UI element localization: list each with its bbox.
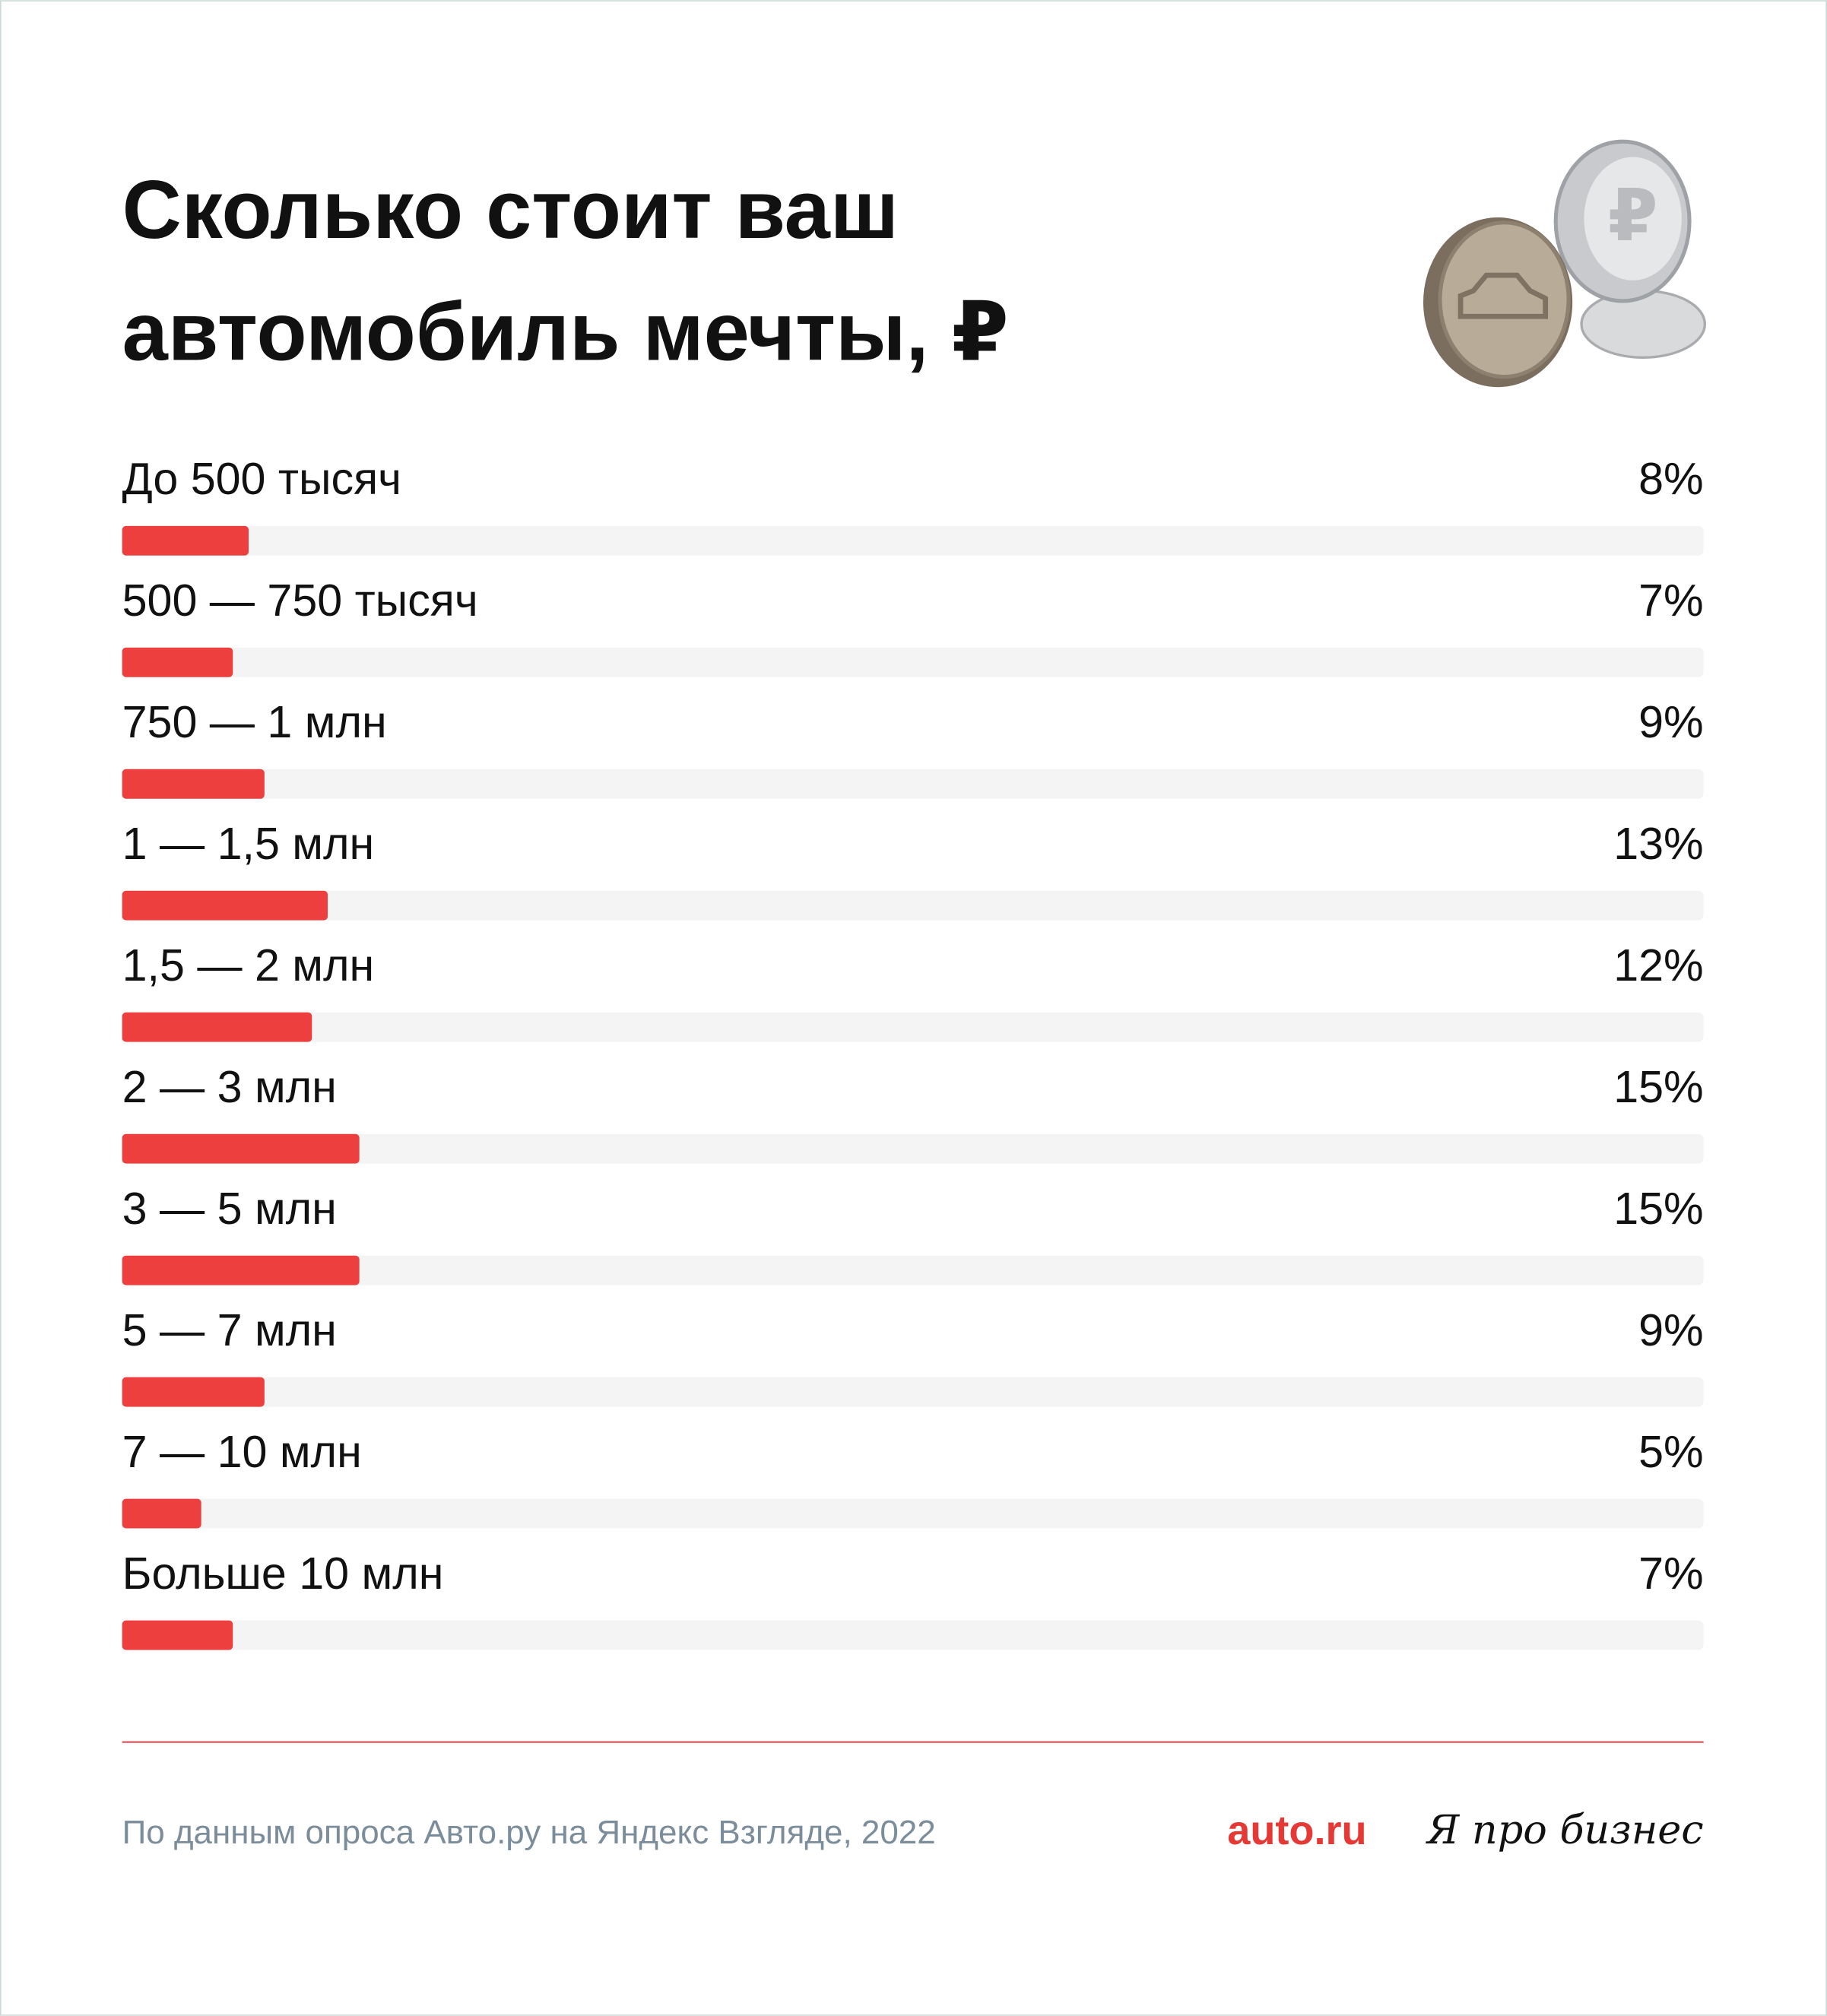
bar-track (122, 769, 1704, 799)
bar-track (122, 1498, 1704, 1529)
bar-track (122, 1377, 1704, 1407)
pro-business-logo: Я про бизнес (1426, 1807, 1704, 1853)
value-label: 7% (1638, 575, 1704, 626)
bar-track (122, 1133, 1704, 1164)
source-note: По данным опроса Авто.ру на Яндекс Взгля… (122, 1814, 936, 1851)
chart-title: автомобиль мечты, ₽ (122, 286, 1009, 378)
value-label: 15% (1613, 1061, 1703, 1112)
bar-track (122, 890, 1704, 921)
category-label: Больше 10 млн (122, 1548, 444, 1599)
category-label: 3 — 5 млн (122, 1183, 337, 1234)
category-label: 1,5 — 2 млн (122, 940, 375, 991)
value-label: 5% (1638, 1426, 1704, 1477)
coin-symbol: ₽ (1608, 176, 1658, 256)
value-label: 12% (1613, 940, 1703, 991)
category-label: 7 — 10 млн (122, 1426, 362, 1477)
chart-title: Сколько стоит ваш (122, 163, 899, 255)
coins-illustration: ₽ (1423, 139, 1707, 388)
bar (122, 1133, 360, 1164)
bar-track (122, 1012, 1704, 1042)
bar-track (122, 525, 1704, 556)
value-label: 9% (1638, 1304, 1704, 1355)
value-label: 9% (1638, 696, 1704, 747)
bar (122, 525, 249, 556)
category-label: 1 — 1,5 млн (122, 818, 375, 869)
value-label: 8% (1638, 453, 1704, 504)
bar-track (122, 1620, 1704, 1650)
value-label: 13% (1613, 818, 1703, 869)
category-label: До 500 тысяч (122, 453, 401, 504)
value-label: 15% (1613, 1183, 1703, 1234)
auto-ru-logo: auto.ru (1227, 1808, 1366, 1853)
bar (122, 890, 328, 921)
bar (122, 1620, 233, 1650)
bar-track (122, 647, 1704, 677)
category-label: 2 — 3 млн (122, 1061, 337, 1112)
value-label: 7% (1638, 1548, 1704, 1599)
category-label: 750 — 1 млн (122, 696, 387, 747)
bar (122, 1012, 312, 1042)
bar (122, 647, 233, 677)
bar-track (122, 1255, 1704, 1285)
bar (122, 1377, 265, 1407)
bar (122, 1255, 360, 1285)
category-label: 500 — 750 тысяч (122, 575, 478, 626)
bar (122, 769, 265, 799)
bar (122, 1498, 201, 1529)
category-label: 5 — 7 млн (122, 1304, 337, 1355)
